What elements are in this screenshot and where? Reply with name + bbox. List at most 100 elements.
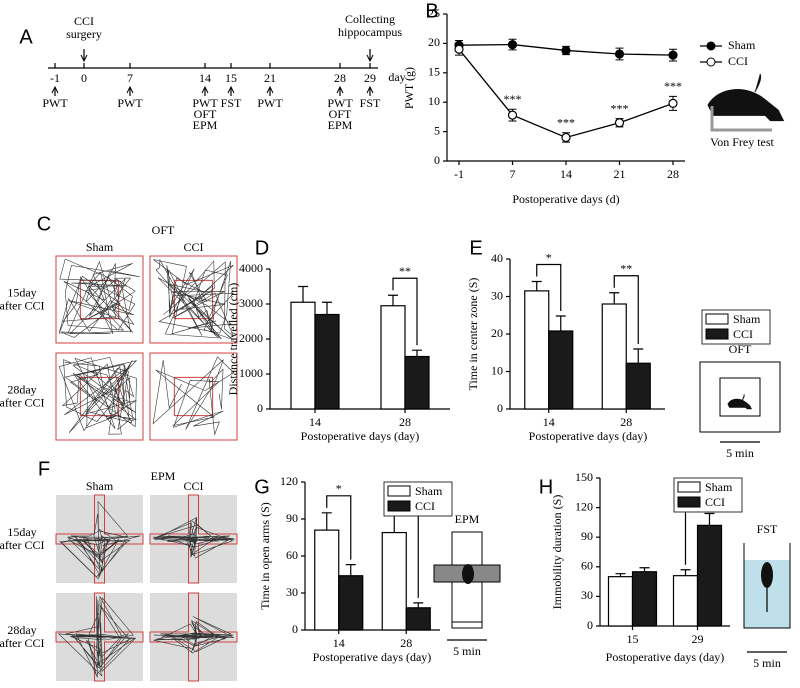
timeline-day: 21 (264, 71, 276, 85)
panel-letter: E (469, 237, 482, 259)
arrow-head (126, 85, 134, 94)
legend-label: Sham (728, 38, 756, 52)
marker (668, 98, 678, 108)
y-tick-label: 30 (581, 588, 593, 602)
y-tick-label: 20 (491, 326, 503, 340)
legend-swatch (387, 500, 411, 512)
bar (404, 355, 430, 410)
panel-letter: F (38, 458, 50, 480)
bar (290, 301, 316, 410)
inset-title: FST (757, 522, 778, 536)
significance-bracket (326, 495, 352, 560)
timeline-test: EPM (328, 118, 353, 132)
row-label: after CCI (0, 395, 44, 409)
x-tick-label: 7 (510, 167, 516, 181)
arena (149, 352, 238, 441)
significance: ** (620, 262, 632, 276)
bar (548, 330, 574, 410)
bar (338, 575, 364, 631)
marker (507, 110, 518, 120)
arrow-head (227, 85, 235, 94)
bar (631, 571, 658, 627)
timeline-day: 29 (364, 71, 376, 85)
von-frey (710, 106, 772, 132)
epm-open-arm (451, 581, 483, 623)
bar (601, 303, 627, 410)
x-tick-label: 28 (400, 636, 412, 650)
y-tick-label: 40 (491, 251, 503, 265)
panel-letter: A (19, 26, 33, 48)
y-tick-label: 120 (575, 499, 593, 513)
y-tick-label: 0 (434, 153, 440, 167)
maze (149, 592, 238, 682)
x-tick-label: 14 (543, 415, 555, 429)
error-bar (321, 512, 332, 531)
arrow-head (201, 85, 209, 94)
y-tick-label: 10 (428, 94, 440, 108)
x-tick-label: 21 (614, 167, 626, 181)
marker (561, 45, 571, 56)
y-axis-label: Distance travelled (cm) (226, 283, 240, 396)
error-bar (412, 349, 422, 357)
x-tick-label: 14 (309, 415, 321, 429)
timeline-day: 28 (334, 71, 346, 85)
timeline-event: hippocampus (338, 25, 402, 39)
y-axis-label: Immobility duration (S) (550, 495, 564, 610)
y-tick-label: 2000 (239, 331, 263, 345)
y-tick-label: 0 (587, 618, 593, 632)
y-tick-label: 0 (257, 401, 263, 415)
legend-swatch (677, 481, 701, 493)
y-tick-label: 30 (491, 288, 503, 302)
y-tick-label: 15 (428, 65, 440, 79)
significance: ** (399, 264, 411, 278)
timeline-test: PWT (327, 96, 353, 110)
inset-caption: Von Frey test (710, 135, 774, 149)
inset-title: EPM (455, 512, 480, 526)
panel-title: EPM (151, 469, 176, 483)
significance-bracket (613, 275, 639, 344)
error-bar (704, 512, 715, 526)
legend-label: CCI (733, 327, 753, 341)
maze (149, 494, 238, 584)
column-label: CCI (183, 479, 203, 493)
marker (454, 44, 464, 54)
y-tick-label: 3000 (239, 296, 263, 310)
x-tick-label: 15 (627, 632, 639, 646)
oft-center (719, 377, 761, 417)
legend-label: Sham (733, 312, 761, 326)
timeline-test: PWT (192, 96, 218, 110)
x-tick-label: 14 (560, 167, 572, 181)
error-bar (345, 564, 356, 576)
error-bar (322, 301, 332, 315)
timeline-test: FST (221, 96, 242, 110)
significance: *** (611, 101, 629, 115)
row-label: after CCI (0, 636, 44, 650)
x-tick-label: 29 (692, 632, 704, 646)
column-label: Sham (86, 240, 114, 254)
significance: *** (664, 79, 682, 93)
timeline-day: 14 (199, 71, 211, 85)
timeline-test: PWT (42, 96, 68, 110)
legend-swatch (387, 485, 411, 497)
y-tick-label: 5 (434, 123, 440, 137)
significance-bracket (392, 277, 418, 346)
bar (405, 607, 431, 631)
column-label: CCI (183, 240, 203, 254)
y-tick-label: 0 (292, 622, 298, 636)
x-axis-label: Postoperative days (day) (529, 429, 648, 443)
y-axis-label: Time in center zone (S) (466, 278, 480, 391)
trajectory (58, 356, 138, 435)
epm-open-arm-top (451, 531, 483, 566)
significance: *** (557, 116, 575, 130)
y-tick-label: 10 (491, 363, 503, 377)
maze (55, 592, 144, 682)
y-tick-label: 20 (428, 35, 440, 49)
column-label: Sham (86, 479, 114, 493)
timeline-day: 15 (225, 71, 237, 85)
legend-label: CCI (705, 495, 725, 509)
bar (314, 313, 340, 410)
beaker (743, 543, 791, 629)
timeline-day: -1 (50, 71, 60, 85)
scale-label: 5 min (726, 446, 754, 460)
significance-bracket (536, 263, 562, 311)
